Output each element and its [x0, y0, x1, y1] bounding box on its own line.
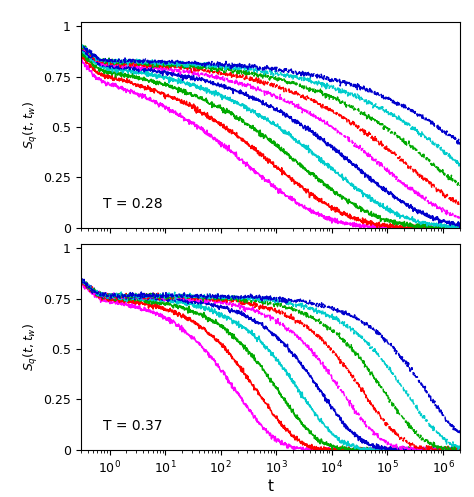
Text: T = 0.37: T = 0.37: [103, 419, 163, 433]
Y-axis label: $S_q(t, t_w)$: $S_q(t, t_w)$: [22, 323, 40, 371]
Text: T = 0.28: T = 0.28: [103, 197, 163, 211]
Y-axis label: $S_q(t, t_w)$: $S_q(t, t_w)$: [22, 101, 40, 149]
X-axis label: t: t: [267, 479, 273, 494]
